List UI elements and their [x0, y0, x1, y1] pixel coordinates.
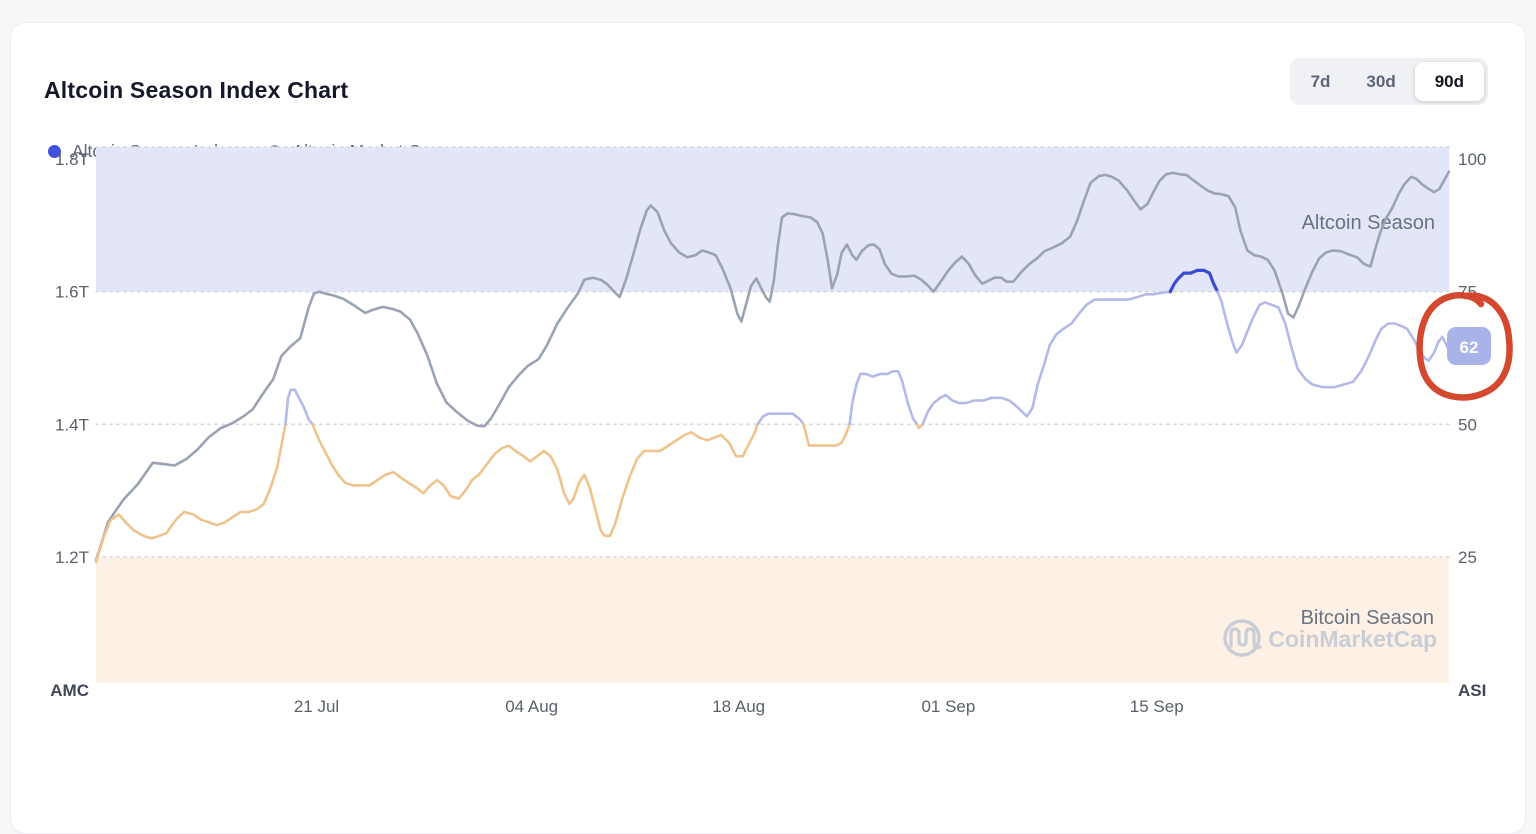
left-axis-tick-label: 1.8T: [55, 150, 89, 169]
range-button-7d[interactable]: 7d: [1294, 64, 1348, 99]
altcoin-season-index-line-mid: [1216, 290, 1451, 389]
legend-dot-blue-icon: [48, 145, 61, 158]
current-value-badge: [1447, 327, 1491, 365]
coinmarketcap-watermark-text: CoinMarketCap: [1268, 626, 1437, 652]
x-axis-tick-label: 01 Sep: [921, 697, 975, 716]
hand-drawn-circle-annotation: [1416, 292, 1513, 401]
altcoin-season-zone-label: Altcoin Season: [1302, 212, 1435, 234]
left-axis-tick-label: 1.2T: [55, 548, 89, 567]
current-value-badge-text: 62: [1460, 338, 1479, 357]
altcoin-season-index-line-above_75: [1168, 268, 1220, 294]
bitcoin-season-zone-label: Bitcoin Season: [1301, 607, 1434, 629]
time-range-switcher: 7d 30d 90d: [1289, 58, 1488, 105]
altcoin-season-index-chart[interactable]: Altcoin Season Bitcoin SeasonCoinMarketCa…: [11, 23, 1527, 803]
altcoin-season-index-line-below_50: [916, 423, 924, 430]
right-axis-name: ASI: [1458, 681, 1486, 700]
right-axis-tick-label: 100: [1458, 150, 1486, 169]
x-axis-tick-label: 15 Sep: [1130, 697, 1184, 716]
right-axis-tick-label: 50: [1458, 415, 1477, 434]
x-axis-tick-label: 04 Aug: [505, 697, 558, 716]
x-axis-tick-label: 21 Jul: [294, 697, 339, 716]
range-button-30d[interactable]: 30d: [1349, 64, 1412, 99]
altcoin-season-index-line-mid: [848, 370, 919, 426]
altcoin-market-cap-line: [94, 170, 1451, 562]
bitcoin-season-band: [96, 557, 1449, 683]
coinmarketcap-logo-icon: [1223, 619, 1261, 657]
altcoin-season-index-line-mid: [921, 290, 1172, 426]
range-button-90d[interactable]: 90d: [1414, 62, 1484, 101]
x-axis-tick-label: 18 Aug: [712, 697, 765, 716]
altcoin-season-index-line-mid: [284, 388, 314, 426]
altcoin-season-band: [96, 147, 1449, 292]
coinmarketcap-logo-m-icon: [1229, 627, 1262, 650]
altcoin-season-index-card: Altcoin Season Index Chart 7d 30d 90d Al…: [10, 22, 1526, 834]
right-axis-tick-label: 25: [1458, 548, 1477, 567]
left-axis-name: AMC: [50, 681, 89, 700]
page-title: Altcoin Season Index Chart: [44, 77, 349, 103]
left-axis-tick-label: 1.6T: [55, 283, 89, 302]
altcoin-season-index-line-below_50: [94, 423, 287, 564]
altcoin-season-index-line-below_50: [311, 423, 759, 538]
altcoin-season-index-line-below_50: [802, 423, 851, 447]
card-header: Altcoin Season Index Chart 7d 30d 90d: [44, 58, 1511, 123]
left-axis-tick-label: 1.4T: [55, 415, 89, 434]
altcoin-season-index-line-mid: [756, 412, 805, 426]
